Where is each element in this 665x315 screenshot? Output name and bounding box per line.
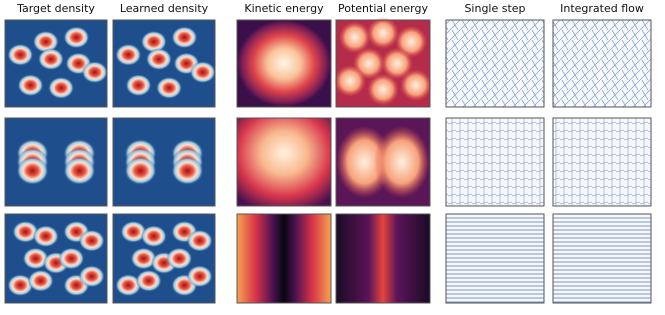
flow-lines <box>446 118 544 206</box>
density-blob <box>58 247 85 270</box>
density-blob <box>140 30 167 53</box>
flow-lines <box>553 214 651 303</box>
flow-lines <box>553 20 651 107</box>
density-blob <box>130 247 157 270</box>
density-blob <box>27 269 54 292</box>
density-blob <box>125 74 152 97</box>
panel-border <box>552 19 652 108</box>
kinetic-panel <box>237 214 331 303</box>
density-blob <box>78 265 105 288</box>
density-blob <box>186 229 213 252</box>
density-blob <box>186 265 213 288</box>
kinetic-panel <box>237 20 331 107</box>
column-title: Potential energy <box>338 2 429 15</box>
kinetic-panel <box>237 118 331 206</box>
panel-border <box>4 117 108 207</box>
panel-border <box>236 117 332 207</box>
panel-border <box>112 213 216 304</box>
density-blob <box>63 156 96 185</box>
density-blob <box>32 225 59 248</box>
density-blob <box>22 247 49 270</box>
panel-border <box>112 117 216 207</box>
density-blob <box>37 48 64 71</box>
column-title: Learned density <box>120 2 209 15</box>
potential-blob <box>381 47 414 80</box>
density-blob <box>145 48 172 71</box>
potential-blob <box>338 21 371 54</box>
panel-border <box>445 117 545 207</box>
column-title: Integrated flow <box>560 2 644 15</box>
flow-lines <box>446 214 544 303</box>
density-blob <box>115 43 142 66</box>
panel-border <box>552 213 652 304</box>
column-title: Target density <box>16 2 95 15</box>
density-blob <box>171 156 204 185</box>
panel-border <box>112 19 216 108</box>
density-blob <box>17 74 44 97</box>
panel-border <box>236 213 332 304</box>
potential-blob <box>334 64 367 97</box>
density-blob <box>7 43 34 66</box>
density-blob <box>124 156 157 185</box>
panels <box>4 17 652 304</box>
panel-border <box>445 19 545 108</box>
potential-blob <box>373 126 430 198</box>
potential-panel <box>336 214 430 303</box>
density-blob <box>78 229 105 252</box>
density-blob <box>16 156 49 185</box>
column-title: Kinetic energy <box>244 2 324 15</box>
density-blob <box>120 220 147 243</box>
potential-blob <box>399 69 432 102</box>
panel-border <box>236 19 332 108</box>
density-blob <box>189 61 216 84</box>
density-blob <box>63 26 90 49</box>
density-blob <box>32 30 59 53</box>
density-blob <box>140 225 167 248</box>
column-title: Single step <box>464 2 525 15</box>
panel-border <box>4 19 108 108</box>
panel-border <box>445 213 545 304</box>
density-blob <box>12 220 39 243</box>
density-blob <box>135 269 162 292</box>
panel-border <box>335 117 431 207</box>
density-blob <box>171 26 198 49</box>
potential-blob <box>367 73 399 106</box>
density-blob <box>166 247 193 270</box>
flow-lines <box>553 118 651 206</box>
panel-border <box>552 117 652 207</box>
panel-border <box>335 213 431 304</box>
density-blob <box>7 274 34 297</box>
panel-border <box>4 213 108 304</box>
density-blob <box>81 61 108 84</box>
flow-lines <box>446 20 544 107</box>
potential-blob <box>367 17 399 50</box>
density-blob <box>48 76 75 99</box>
density-blob <box>156 76 183 99</box>
density-blob <box>115 274 142 297</box>
panel-border <box>335 19 431 108</box>
